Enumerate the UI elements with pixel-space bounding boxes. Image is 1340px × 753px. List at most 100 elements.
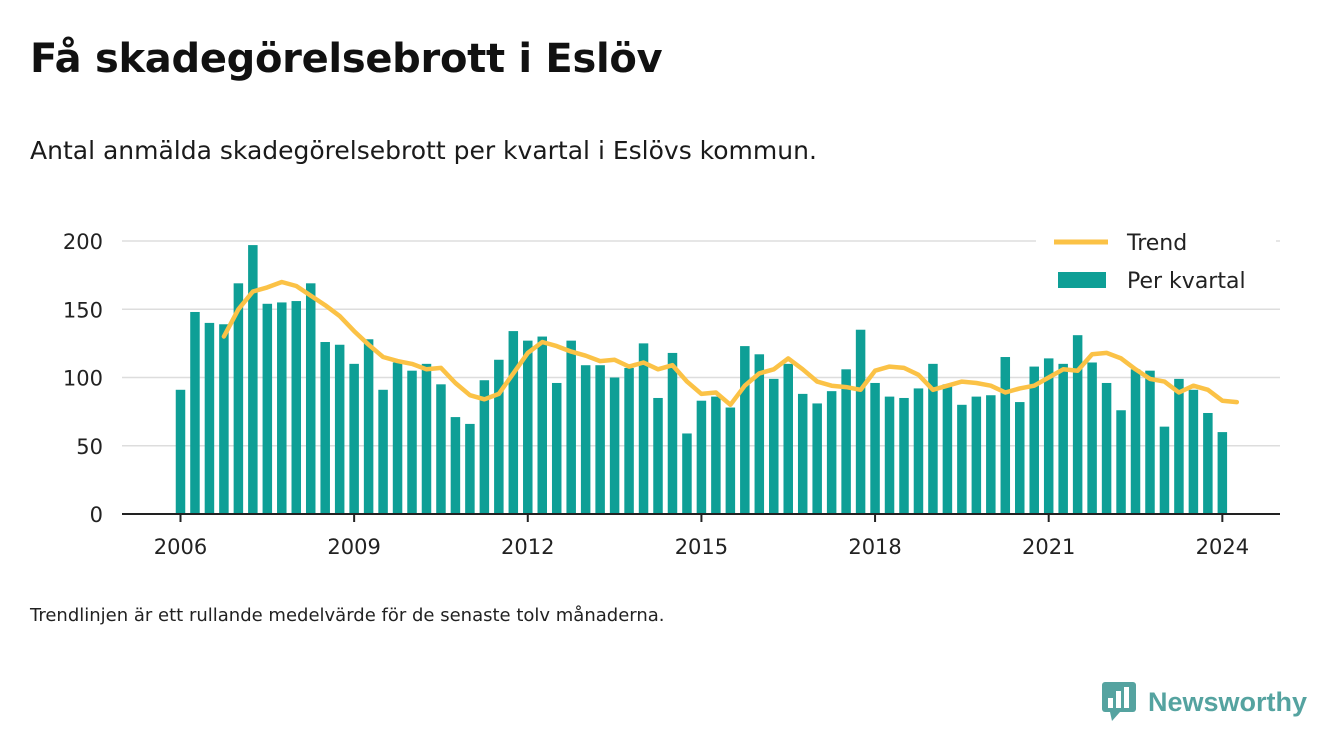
bar [986,395,996,514]
y-tick-label: 0 [90,503,103,527]
bar [1058,363,1068,514]
bar [624,367,634,514]
bar [392,362,403,514]
bar [1029,366,1039,514]
bar [696,400,707,514]
legend: Trend Per kvartal [1036,226,1276,302]
x-tick-label: 2012 [501,535,554,559]
bar [913,388,924,514]
bar [653,397,663,514]
bar [957,404,967,514]
bar [797,393,808,514]
bar [1188,389,1199,514]
bar [855,329,866,514]
legend-bars-label: Per kvartal [1127,269,1246,294]
bar [884,396,895,514]
x-tick-label: 2024 [1196,535,1249,559]
footnote: Trendlinjen är ett rullande medelvärde f… [30,605,665,626]
bar [523,340,533,514]
chart-title: Få skadegörelsebrott i Eslöv [30,36,663,82]
bar [783,363,793,514]
bar [899,397,909,514]
trend-line [221,279,1240,408]
bar-line-chart: 0 50 100 150 200 2006 2009 2012 2015 2018 2021 2024… [62,226,1280,559]
x-tick-label: 2021 [1022,535,1075,559]
bar [450,417,461,514]
x-tick-label: 2015 [675,535,728,559]
bar [190,311,200,514]
x-tick-label: 2018 [848,535,901,559]
bar [1203,412,1213,514]
bar [812,403,822,514]
bar [277,302,287,514]
y-tick-label: 150 [63,298,103,322]
y-tick-label: 100 [63,367,103,391]
y-tick-label: 50 [76,435,103,459]
bar [204,322,215,514]
legend-background [1036,226,1276,302]
bar [378,389,388,514]
bar [870,382,880,514]
bar [175,389,186,514]
bar [1174,378,1184,514]
bar [1015,402,1025,514]
legend-bar-swatch [1058,272,1106,288]
bar [1072,335,1083,514]
bar [725,407,736,514]
bar [928,363,938,514]
bar [1130,369,1141,514]
bar [479,380,490,514]
bar [508,331,519,514]
bar [971,396,982,514]
bar [682,433,692,514]
bar [1043,358,1054,514]
bar [580,365,591,514]
bar [494,359,504,514]
bar [1116,410,1126,514]
x-tick-label: 2009 [327,535,380,559]
bar [248,245,258,514]
bar [609,377,620,514]
bar [407,370,417,514]
axes: 0 50 100 150 200 2006 2009 2012 2015 2018 2021 2024 [63,230,1280,559]
bar [595,365,605,514]
bar [566,340,576,514]
bar [638,343,649,514]
bar [219,324,229,514]
y-tick-label: 200 [63,230,103,254]
bar [363,339,374,514]
bar [465,423,475,514]
bar [233,283,244,514]
bar [769,378,779,514]
bars [175,245,1228,514]
brand-name: Newsworthy [1148,686,1308,717]
bar [1101,382,1112,514]
bar [754,354,765,514]
bar [436,384,446,514]
bar [711,396,721,514]
newsworthy-logo-icon [1102,682,1136,721]
bar [349,363,359,514]
bar [305,283,316,514]
bar [1159,426,1170,514]
bar [1000,357,1011,514]
bar [551,382,562,514]
bar [421,363,432,514]
bar [740,346,750,514]
bar [320,342,330,514]
x-tick-label: 2006 [154,535,207,559]
bar [1145,370,1155,514]
bar [667,352,678,514]
bar [334,344,345,514]
chart-subtitle: Antal anmälda skadegörelsebrott per kvar… [30,136,817,165]
bar [1087,362,1097,514]
bar [826,391,837,514]
bar [262,303,273,514]
bar [537,336,547,514]
bar [1217,432,1228,514]
bar [841,369,851,514]
bar [291,301,302,514]
brand: Newsworthy [1102,682,1307,722]
bar [942,384,953,514]
legend-trend-label: Trend [1126,231,1187,256]
